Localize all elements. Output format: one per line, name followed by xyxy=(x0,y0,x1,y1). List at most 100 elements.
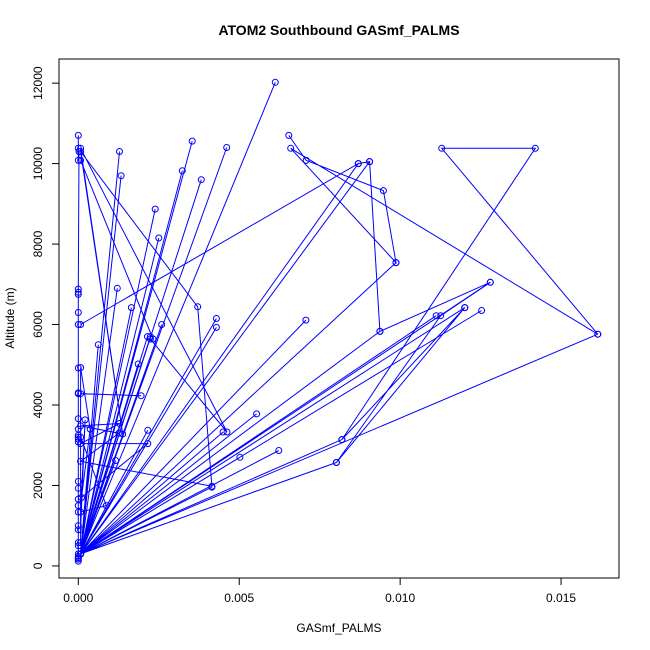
data-point xyxy=(77,156,85,164)
data-point xyxy=(212,323,220,331)
data-point xyxy=(366,158,374,166)
data-point xyxy=(146,335,154,343)
y-axis: 0 2000 4000 6000 8000 10000 12000 xyxy=(31,66,60,569)
data-point xyxy=(332,459,340,466)
x-axis: 0.000 0.005 0.010 0.015 xyxy=(63,577,576,605)
x-tick-label: 0.000 xyxy=(63,591,93,605)
data-point xyxy=(74,288,82,296)
data-point xyxy=(188,137,196,145)
data-point xyxy=(86,425,94,433)
data-point xyxy=(531,144,539,152)
data-point xyxy=(486,278,494,286)
data-point xyxy=(81,416,89,424)
chart-title: ATOM2 Southbound GASmf_PALMS xyxy=(218,22,459,38)
data-point xyxy=(392,259,400,267)
y-tick-label: 4000 xyxy=(31,391,45,418)
data-point xyxy=(116,148,123,155)
data-point xyxy=(275,447,283,454)
series-1 xyxy=(77,78,602,558)
data-point xyxy=(77,539,85,547)
data-point xyxy=(74,477,82,485)
series-line xyxy=(79,148,228,546)
data-point xyxy=(137,392,145,400)
data-point xyxy=(376,327,384,335)
data-point xyxy=(74,309,82,316)
series-line xyxy=(80,135,599,463)
y-tick-label: 6000 xyxy=(31,311,45,338)
data-point xyxy=(158,321,166,328)
data-point xyxy=(74,557,82,565)
data-point xyxy=(74,526,82,534)
data-point xyxy=(134,360,142,368)
data-point xyxy=(178,167,186,175)
data-point xyxy=(144,426,152,434)
data-point xyxy=(155,234,163,242)
data-point xyxy=(74,415,82,423)
data-point xyxy=(144,440,152,448)
data-point xyxy=(77,526,85,534)
data-point xyxy=(102,502,110,510)
data-point xyxy=(77,550,85,558)
data-point xyxy=(212,315,220,322)
data-point xyxy=(77,144,85,152)
y-tick-label: 10000 xyxy=(31,147,45,181)
series-line xyxy=(79,82,598,556)
data-point xyxy=(287,144,295,152)
data-point xyxy=(77,508,85,516)
data-point xyxy=(77,542,85,550)
data-point xyxy=(302,156,310,164)
x-axis-label: GASmf_PALMS xyxy=(296,621,381,635)
data-point xyxy=(74,131,82,139)
data-point xyxy=(127,304,135,312)
data-point xyxy=(115,429,123,437)
data-point xyxy=(478,307,486,314)
data-point xyxy=(116,420,123,427)
x-tick-label: 0.010 xyxy=(385,591,415,605)
x-tick-label: 0.015 xyxy=(546,591,576,605)
data-point xyxy=(113,284,121,292)
data-point xyxy=(117,172,125,180)
data-point xyxy=(77,390,85,398)
data-point xyxy=(74,433,82,441)
series-0 xyxy=(74,131,83,565)
data-point xyxy=(253,410,261,418)
data-point xyxy=(219,428,227,436)
data-point xyxy=(119,430,127,438)
data-point xyxy=(236,453,244,461)
data-point xyxy=(77,422,85,430)
data-point xyxy=(74,156,82,164)
data-point xyxy=(77,457,85,465)
data-point xyxy=(77,364,85,372)
data-point xyxy=(74,431,82,439)
data-point xyxy=(338,436,346,444)
data-point xyxy=(379,187,387,195)
data-point xyxy=(74,290,82,298)
data-point xyxy=(197,176,205,184)
data-point xyxy=(78,494,85,501)
data-point xyxy=(151,205,159,213)
y-tick-label: 8000 xyxy=(31,230,45,257)
y-tick-label: 12000 xyxy=(31,66,45,100)
data-point xyxy=(194,303,202,311)
data-point xyxy=(208,482,216,490)
data-point xyxy=(432,312,440,320)
series-2 xyxy=(77,144,231,550)
data-point xyxy=(149,335,157,343)
x-tick-label: 0.005 xyxy=(224,591,254,605)
data-point xyxy=(438,144,446,152)
data-point xyxy=(74,285,82,293)
data-point xyxy=(285,131,293,139)
data-point xyxy=(302,316,310,324)
series-layer xyxy=(74,78,602,565)
y-axis-label: Altitude (m) xyxy=(3,287,17,348)
y-tick-label: 0 xyxy=(31,562,45,569)
y-tick-label: 2000 xyxy=(31,472,45,499)
data-point xyxy=(594,330,602,338)
data-point xyxy=(77,321,85,328)
data-point xyxy=(74,522,82,530)
data-point xyxy=(77,148,85,155)
data-point xyxy=(94,341,102,349)
data-point xyxy=(461,304,469,312)
data-point xyxy=(77,433,85,441)
